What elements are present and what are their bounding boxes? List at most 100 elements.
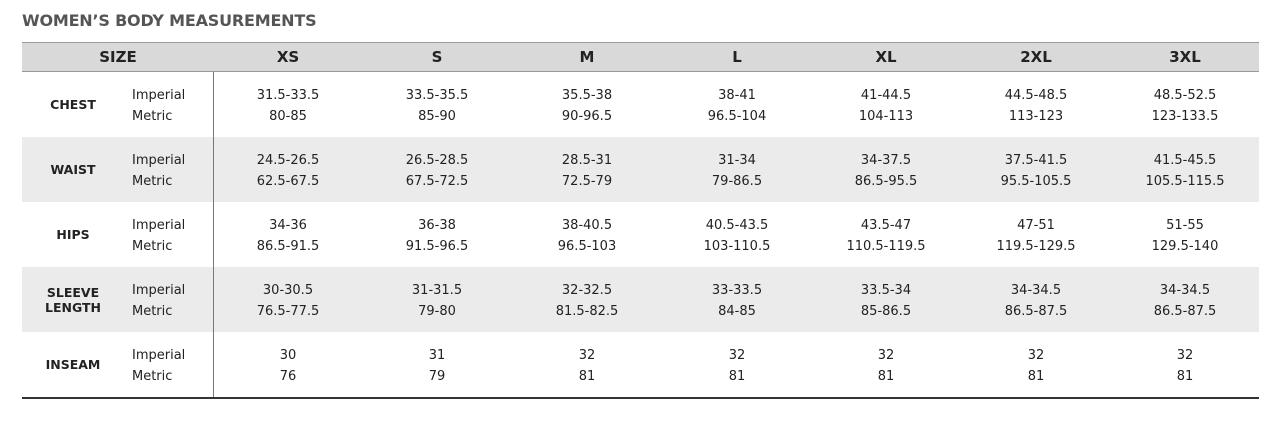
imperial-value: 32: [877, 348, 895, 363]
row-label: INSEAM: [45, 357, 101, 372]
column-header: XL: [875, 48, 897, 66]
imperial-value: 48.5-52.5: [1153, 88, 1217, 103]
metric-value: 81: [728, 369, 746, 384]
row-band: [22, 202, 1259, 267]
imperial-value: 31: [428, 348, 446, 363]
row-band: [22, 72, 1259, 137]
metric-value: 76.5-77.5: [256, 304, 320, 319]
imperial-value: 30-30.5: [262, 283, 314, 298]
imperial-value: 34-36: [269, 218, 307, 233]
header-band: [22, 42, 1259, 72]
column-header: XS: [276, 48, 300, 66]
metric-value: 67.5-72.5: [405, 174, 469, 189]
metric-value: 103-110.5: [703, 239, 771, 254]
imperial-value: 26.5-28.5: [405, 153, 469, 168]
unit-label: Metric: [132, 304, 173, 319]
row-band: [22, 267, 1259, 332]
unit-label: Metric: [132, 174, 173, 189]
metric-value: 86.5-91.5: [256, 239, 320, 254]
imperial-value: 38-41: [718, 88, 756, 103]
imperial-value: 34-37.5: [860, 153, 912, 168]
imperial-value: 31.5-33.5: [256, 88, 320, 103]
row-label: WAIST: [50, 162, 96, 177]
imperial-value: 31-31.5: [411, 283, 463, 298]
imperial-value: 35.5-38: [561, 88, 613, 103]
metric-value: 81: [1176, 369, 1194, 384]
imperial-value: 24.5-26.5: [256, 153, 320, 168]
imperial-value: 43.5-47: [860, 218, 912, 233]
metric-value: 76: [279, 369, 297, 384]
metric-value: 95.5-105.5: [1000, 174, 1072, 189]
unit-label: Imperial: [132, 153, 186, 168]
metric-value: 81.5-82.5: [555, 304, 619, 319]
imperial-value: 34-34.5: [1159, 283, 1211, 298]
metric-value: 62.5-67.5: [256, 174, 320, 189]
unit-label: Metric: [132, 109, 173, 124]
metric-value: 129.5-140: [1151, 239, 1219, 254]
unit-label: Imperial: [132, 218, 186, 233]
imperial-value: 51-55: [1166, 218, 1204, 233]
imperial-value: 33.5-35.5: [405, 88, 469, 103]
metric-value: 79-80: [418, 304, 456, 319]
imperial-value: 37.5-41.5: [1004, 153, 1068, 168]
metric-value: 113-123: [1008, 109, 1064, 124]
metric-value: 84-85: [718, 304, 756, 319]
unit-label: Metric: [132, 239, 173, 254]
metric-value: 81: [877, 369, 895, 384]
imperial-value: 33.5-34: [860, 283, 912, 298]
imperial-value: 30: [279, 348, 297, 363]
metric-value: 79-86.5: [711, 174, 763, 189]
column-header: S: [431, 48, 443, 66]
metric-value: 81: [578, 369, 596, 384]
metric-value: 85-86.5: [860, 304, 912, 319]
imperial-value: 36-38: [418, 218, 456, 233]
metric-value: 81: [1027, 369, 1045, 384]
unit-label: Imperial: [132, 348, 186, 363]
table-bottom-rule: [22, 397, 1259, 399]
row-label: CHEST: [50, 97, 96, 112]
column-header: 2XL: [1020, 48, 1052, 66]
column-header: L: [732, 48, 742, 66]
row-label: SLEEVE LENGTH: [45, 284, 101, 315]
imperial-value: 34-34.5: [1010, 283, 1062, 298]
imperial-value: 41-44.5: [860, 88, 912, 103]
metric-value: 104-113: [858, 109, 914, 124]
metric-value: 72.5-79: [561, 174, 613, 189]
metric-value: 90-96.5: [561, 109, 613, 124]
metric-value: 96.5-103: [557, 239, 617, 254]
imperial-value: 38-40.5: [561, 218, 613, 233]
metric-value: 79: [428, 369, 446, 384]
imperial-value: 41.5-45.5: [1153, 153, 1217, 168]
metric-value: 91.5-96.5: [405, 239, 469, 254]
imperial-value: 31-34: [718, 153, 756, 168]
imperial-value: 40.5-43.5: [705, 218, 769, 233]
metric-value: 110.5-119.5: [846, 239, 926, 254]
column-header: 3XL: [1169, 48, 1201, 66]
unit-label: Imperial: [132, 88, 186, 103]
metric-value: 86.5-87.5: [1153, 304, 1217, 319]
row-band: [22, 332, 1259, 397]
imperial-value: 32: [578, 348, 596, 363]
imperial-value: 32: [1176, 348, 1194, 363]
row-label: HIPS: [56, 227, 90, 242]
imperial-value: 32: [1027, 348, 1045, 363]
imperial-value: 44.5-48.5: [1004, 88, 1068, 103]
metric-value: 80-85: [269, 109, 307, 124]
metric-value: 96.5-104: [707, 109, 767, 124]
metric-value: 119.5-129.5: [996, 239, 1076, 254]
imperial-value: 32: [728, 348, 746, 363]
unit-label: Metric: [132, 369, 173, 384]
metric-value: 105.5-115.5: [1145, 174, 1225, 189]
unit-label: Imperial: [132, 283, 186, 298]
metric-value: 86.5-87.5: [1004, 304, 1068, 319]
row-band: [22, 137, 1259, 202]
metric-value: 85-90: [418, 109, 456, 124]
page-title: WOMEN’S BODY MEASUREMENTS: [22, 11, 317, 30]
imperial-value: 28.5-31: [561, 153, 613, 168]
column-header: M: [579, 48, 595, 66]
imperial-value: 33-33.5: [711, 283, 763, 298]
column-header: SIZE: [99, 48, 137, 66]
metric-value: 86.5-95.5: [854, 174, 918, 189]
imperial-value: 32-32.5: [561, 283, 613, 298]
